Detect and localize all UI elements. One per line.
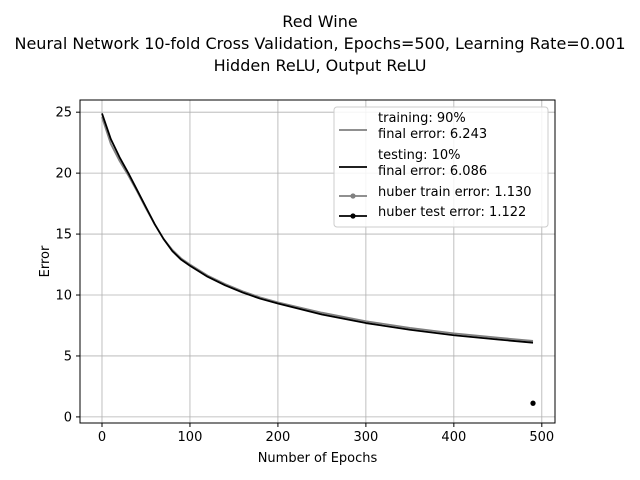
x-tick-label: 0 [98, 430, 106, 445]
x-axis-label: Number of Epochs [258, 451, 378, 466]
x-tick-label: 100 [178, 430, 203, 445]
y-tick-label: 25 [55, 106, 72, 121]
chart-title-line-3: Hidden ReLU, Output ReLU [213, 56, 427, 75]
chart-title-line-2: Neural Network 10-fold Cross Validation,… [14, 34, 626, 53]
legend-marker-3 [350, 213, 356, 219]
legend-box [333, 106, 549, 228]
legend-label-3: huber test error: 1.122 [378, 205, 526, 220]
data-point-3 [530, 400, 536, 406]
legend-label-2: huber train error: 1.130 [378, 185, 532, 200]
legend-label-0: training: 90% [378, 111, 466, 126]
y-tick-label: 0 [64, 410, 72, 425]
x-tick-label: 500 [529, 430, 554, 445]
legend-label-0: final error: 6.243 [378, 127, 487, 142]
x-tick-label: 200 [266, 430, 291, 445]
x-tick-label: 300 [353, 430, 378, 445]
series-line-1 [101, 113, 534, 344]
y-tick-label: 5 [64, 349, 72, 364]
y-tick-label: 10 [55, 289, 72, 304]
chart-title-line-1: Red Wine [282, 12, 358, 31]
y-tick-label: 15 [55, 228, 72, 243]
y-axis-label: Error [38, 245, 53, 277]
legend-label-1: testing: 10% [378, 148, 460, 163]
y-tick-label: 20 [55, 167, 72, 182]
plot-frame [79, 99, 556, 424]
legend-label-1: final error: 6.086 [378, 164, 487, 179]
legend-marker-2 [350, 193, 356, 199]
x-tick-label: 400 [441, 430, 466, 445]
